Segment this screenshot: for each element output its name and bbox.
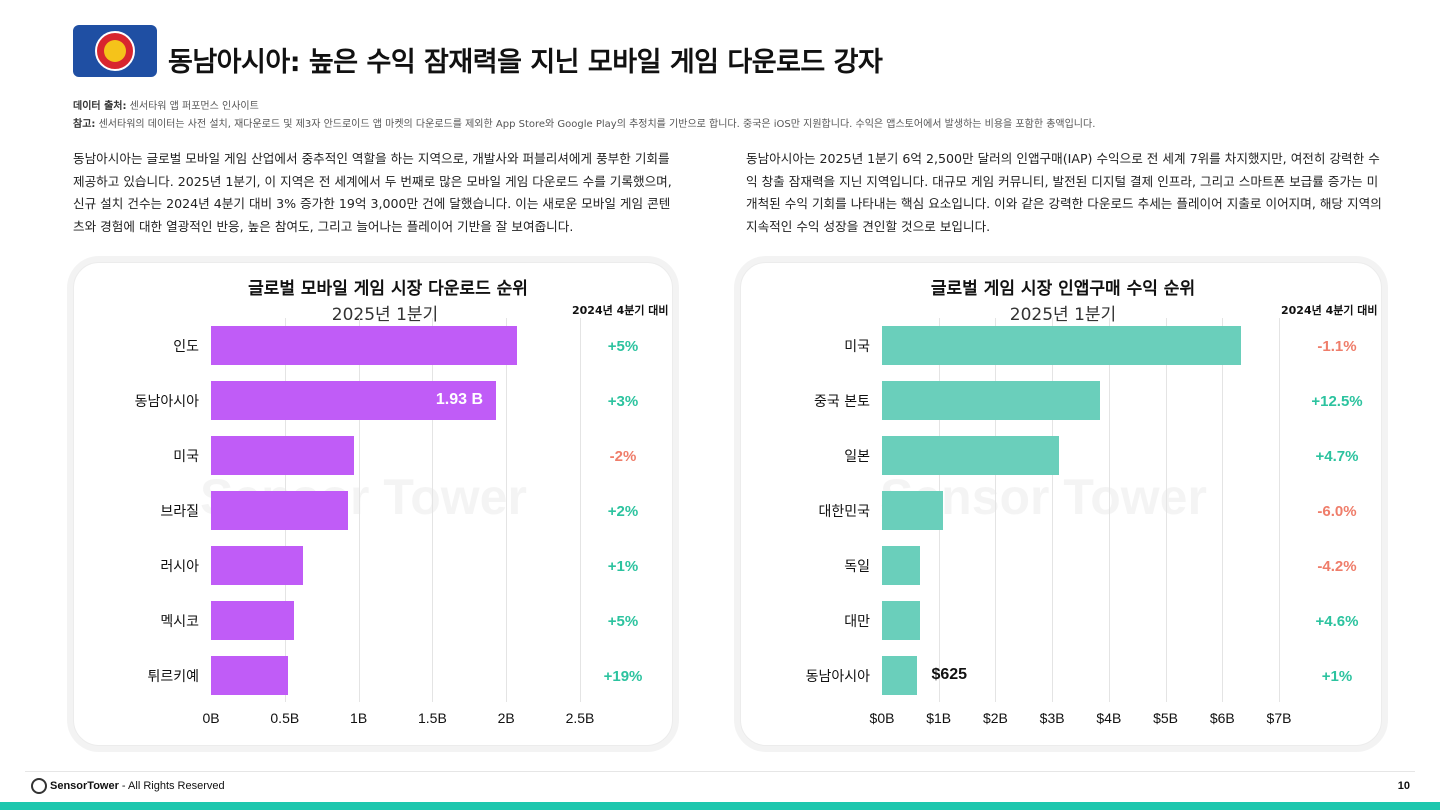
chart1-change-value: +5% (607, 613, 639, 630)
chart2-tick-label: $0B (869, 710, 895, 726)
chart1-subtitle: 2025년 1분기 (331, 305, 439, 325)
chart1-bar (211, 436, 355, 475)
chart1-category-label: 인도 (173, 339, 199, 355)
chart2-change-value: +4.7% (1315, 448, 1359, 465)
chart2-tick-label: $2B (982, 710, 1008, 726)
chart1-category-label: 동남아시아 (134, 394, 199, 410)
chart2-bar (882, 546, 920, 585)
chart1-tick-label: 1.5B (417, 710, 447, 726)
chart2-category-label: 대만 (844, 614, 870, 630)
chart2-change-value: +4.6% (1315, 613, 1359, 630)
chart1-tick-label: 1B (350, 710, 368, 726)
chart1-category-label: 멕시코 (160, 614, 199, 630)
chart1-title: 글로벌 모바일 게임 시장 다운로드 순위 (248, 279, 528, 299)
chart2-change-value: -4.2% (1317, 558, 1357, 575)
chart2-change-value: -1.1% (1317, 338, 1357, 355)
chart1-tick-label: 2B (497, 710, 515, 726)
sensortower-logo-icon (31, 778, 47, 794)
chart2-bar (882, 436, 1059, 475)
chart1-tick-label: 2.5B (565, 710, 595, 726)
chart1-gridline (580, 318, 581, 702)
chart2-title: 글로벌 게임 시장 인앱구매 수익 순위 (930, 279, 1196, 299)
chart2-change-value: +12.5% (1311, 393, 1363, 410)
chart2-category-label: 중국 본토 (814, 394, 870, 410)
chart2-bar (882, 656, 918, 695)
chart1-category-label: 브라질 (160, 504, 199, 520)
chart1-gridline (506, 318, 508, 702)
chart1-data-label: 1.93 B (435, 391, 483, 408)
accent-strip (0, 802, 1440, 810)
chart2-gridline (1052, 318, 1054, 702)
chart1-category-label: 러시아 (160, 559, 199, 575)
chart2-tick-label: $4B (1096, 710, 1122, 726)
chart2-category-label: 대한민국 (818, 504, 870, 520)
note-line: 참고: 센서타워의 데이터는 사전 설치, 재다운로드 및 제3자 안드로이드 … (73, 119, 1096, 130)
chart1-category-label: 튀르키예 (147, 669, 199, 685)
chart2-tick-label: $7B (1266, 710, 1292, 726)
chart1-tick-label: 0.5B (270, 710, 300, 726)
chart2-gridline (1222, 318, 1224, 702)
asean-logo (73, 25, 157, 77)
footer-divider (25, 771, 1415, 772)
chart2-category-label: 미국 (844, 339, 870, 355)
left-paragraph: 동남아시아는 글로벌 모바일 게임 산업에서 중추적인 역할을 하는 지역으로,… (73, 151, 672, 234)
chart1-change-value: +3% (607, 393, 639, 410)
chart2-bar (882, 601, 920, 640)
chart2-tick-label: $5B (1153, 710, 1179, 726)
chart2-tick-label: $6B (1209, 710, 1235, 726)
footer-copyright: SensorTower - All Rights Reserved (50, 780, 225, 792)
chart1-change-value: +5% (607, 338, 639, 355)
chart1-change-value: +2% (607, 503, 639, 520)
chart1-bar (211, 656, 288, 695)
chart2-gridline (1279, 318, 1280, 702)
page-title: 동남아시아: 높은 수익 잠재력을 지닌 모바일 게임 다운로드 강자 (168, 47, 883, 78)
chart2-bar (882, 326, 1241, 365)
chart2-subtitle: 2025년 1분기 (1009, 305, 1117, 325)
chart1-change-value: +1% (607, 558, 639, 575)
chart2-data-label: $625 (931, 666, 968, 683)
right-paragraph: 동남아시아는 2025년 1분기 6억 2,500만 달러의 인앱구매(IAP)… (746, 151, 1382, 234)
chart2-category-label: 일본 (844, 449, 870, 465)
chart2-tick-label: $3B (1039, 710, 1065, 726)
chart2-category-label: 동남아시아 (805, 669, 870, 685)
source-line: 데이터 출처: 센서타워 앱 퍼포먼스 인사이트 (73, 101, 259, 112)
chart1-change-header: 2024년 4분기 대비 (572, 304, 669, 317)
chart1-bar (211, 546, 303, 585)
page-number: 10 (1397, 780, 1410, 792)
chart1-bar (211, 491, 349, 530)
chart1-bar (211, 381, 496, 420)
chart2-change-value: -6.0% (1317, 503, 1357, 520)
chart2-change-value: +1% (1321, 668, 1353, 685)
chart2-bar (882, 381, 1101, 420)
chart2-gridline (1108, 318, 1110, 702)
chart1-gridline (432, 318, 434, 702)
chart2-tick-label: $1B (926, 710, 952, 726)
chart2-change-header: 2024년 4분기 대비 (1281, 304, 1378, 317)
chart1-gridline (358, 318, 360, 702)
chart1-change-value: -2% (609, 448, 637, 465)
chart1-change-value: +19% (603, 668, 643, 685)
chart2-gridline (995, 318, 997, 702)
chart2-category-label: 독일 (844, 559, 870, 575)
chart1-bar (211, 601, 294, 640)
chart1-category-label: 미국 (173, 449, 199, 465)
chart2-bar (882, 491, 944, 530)
chart1-bar (211, 326, 517, 365)
chart1-tick-label: 0B (202, 710, 220, 726)
chart2-gridline (1165, 318, 1167, 702)
